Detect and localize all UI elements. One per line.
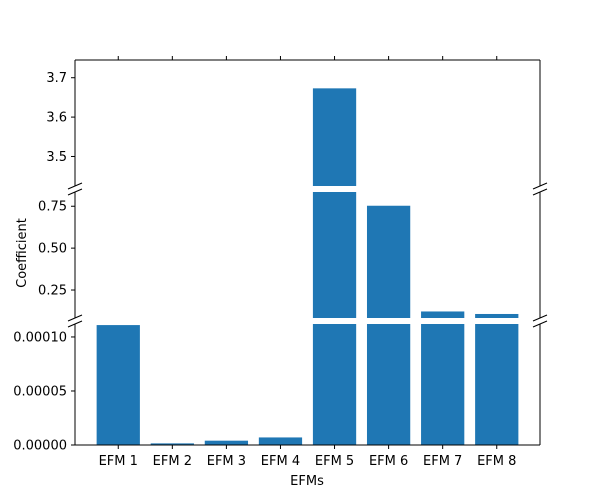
y-tick-label-middle-2: 0.75 (38, 200, 67, 215)
axis-break-marks (67, 182, 548, 328)
break-mark-0-left (67, 182, 83, 190)
bar-8-middle (475, 313, 519, 318)
bar-2-bottom (150, 443, 194, 445)
break-mark-1-left (67, 188, 83, 196)
y-tick-label-bottom-2: 0.00010 (13, 330, 67, 345)
x-tick-label-2: EFM 2 (153, 454, 192, 469)
break-mark-0-right (532, 182, 548, 190)
break-mark-2-right (532, 314, 548, 322)
ticks-layer: 3.5 3.6 3.7 0.25 0.50 0.75 0.00000 0.00005 0.000… (13, 56, 516, 469)
break-mark-3-right (532, 320, 548, 328)
x-tick-label-3: EFM 3 (207, 454, 246, 469)
y-axis-label: Coefficient (15, 218, 30, 288)
bar-3-bottom (204, 440, 249, 445)
y-tick-label-middle-1: 0.50 (38, 242, 67, 257)
y-tick-label-bottom-1: 0.00005 (13, 384, 67, 399)
y-tick-label-bottom-0: 0.00000 (13, 439, 67, 454)
x-tick-label-5: EFM 5 (315, 454, 354, 469)
bar-1-bottom (96, 325, 140, 445)
x-tick-label-4: EFM 4 (261, 454, 300, 469)
break-mark-2-left (67, 314, 83, 322)
x-tick-label-7: EFM 7 (423, 454, 462, 469)
bar-6-bottom (366, 324, 411, 445)
bars-layer (96, 88, 519, 445)
break-mark-3-left (67, 320, 83, 328)
bar-5-bottom (312, 324, 357, 445)
x-tick-label-1: EFM 1 (99, 454, 138, 469)
bar-6-middle (366, 205, 411, 318)
bar-7-bottom (421, 324, 465, 445)
x-tick-label-6: EFM 6 (369, 454, 408, 469)
bar-8-bottom (475, 324, 519, 445)
axes-frame (74, 59, 541, 446)
y-tick-label-top-1: 3.6 (46, 111, 67, 126)
y-tick-label-middle-0: 0.25 (38, 284, 67, 299)
bar-5-top (312, 88, 357, 186)
x-tick-label-8: EFM 8 (477, 454, 516, 469)
y-tick-label-top-2: 3.7 (46, 71, 67, 86)
bar-4-bottom (258, 437, 303, 445)
bar-7-middle (421, 311, 465, 318)
y-tick-label-top-0: 3.5 (46, 150, 67, 165)
x-axis-label: EFMs (290, 474, 324, 489)
bar-5-middle (312, 192, 357, 318)
break-mark-1-right (532, 188, 548, 196)
